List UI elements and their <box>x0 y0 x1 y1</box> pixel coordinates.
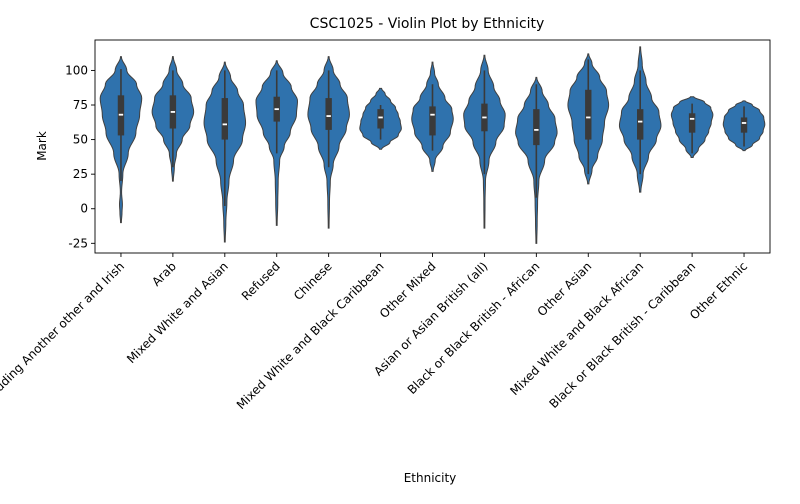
y-axis: -25 0 25 50 75 100 <box>65 63 95 250</box>
x-tick-label: White including Another other and Irish <box>0 259 127 436</box>
y-axis-label: Mark <box>35 131 49 161</box>
violin-5 <box>307 56 350 229</box>
violin-13 <box>722 100 766 152</box>
chart-title: CSC1025 - Violin Plot by Ethnicity <box>310 16 545 32</box>
violin-iqr-box <box>429 106 436 136</box>
violin-3 <box>203 61 247 243</box>
violin-iqr-box <box>636 109 644 140</box>
y-tick-label: 75 <box>73 98 88 112</box>
violin-iqr-box <box>688 113 696 133</box>
violin-9 <box>515 76 558 244</box>
x-tick-label: Refused <box>239 259 283 303</box>
violin-4 <box>255 60 298 226</box>
violin-iqr-box <box>221 98 229 140</box>
violin-2 <box>151 56 195 182</box>
x-tick-label: Chinese <box>291 259 335 303</box>
violin-iqr-box <box>585 89 592 140</box>
violin-12 <box>670 96 714 159</box>
x-tick-label: Arab <box>149 259 179 289</box>
violin-7 <box>411 61 454 172</box>
y-tick-label: 100 <box>65 63 88 77</box>
violin-8 <box>463 54 506 229</box>
violin-11 <box>618 46 662 193</box>
y-tick-label: 25 <box>73 167 88 181</box>
y-tick-label: 50 <box>73 133 88 147</box>
violin-10 <box>567 53 610 185</box>
violin-iqr-box <box>377 109 384 129</box>
x-tick-label: Mixed White and Asian <box>124 259 231 366</box>
violin-1 <box>99 56 143 224</box>
x-axis: White including Another other and Irish A… <box>0 253 750 436</box>
violin-iqr-box <box>325 98 332 130</box>
violin-iqr-box <box>740 117 748 133</box>
violin-iqr-box <box>533 109 540 146</box>
y-tick-label: -25 <box>68 236 88 250</box>
violin-6 <box>359 87 402 150</box>
y-tick-label: 0 <box>80 202 88 216</box>
x-axis-label: Ethnicity <box>404 471 457 485</box>
violin-group <box>99 46 766 244</box>
